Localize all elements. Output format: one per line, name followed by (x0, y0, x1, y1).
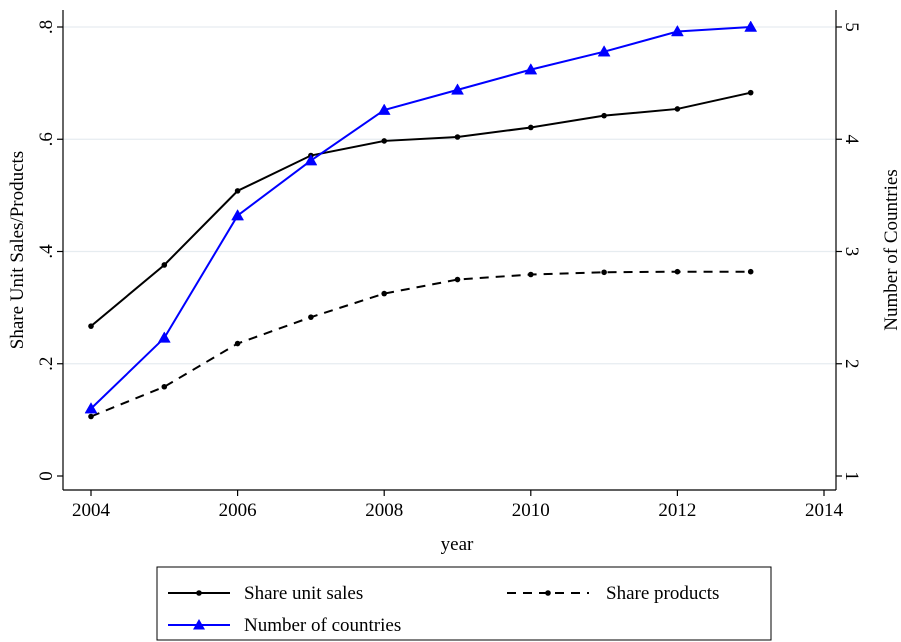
data-point (454, 276, 461, 283)
y-right-tick-label: 5 (841, 22, 862, 32)
data-point (88, 323, 94, 329)
legend-box (156, 566, 772, 641)
y-left-tick-label: .8 (36, 20, 57, 34)
y-right-tick-label: 4 (841, 135, 862, 145)
x-tick-label: 2004 (72, 500, 111, 521)
x-axis-title: year (441, 534, 474, 555)
data-point (161, 262, 168, 268)
data-point (747, 268, 754, 275)
data-point (161, 383, 168, 390)
data-point-triangle (157, 331, 171, 343)
data-point-triangle (84, 402, 98, 414)
y-right-tick-label: 3 (841, 247, 862, 257)
data-point (674, 106, 681, 112)
data-point (674, 268, 681, 275)
data-point (88, 413, 94, 420)
data-point (381, 138, 388, 144)
data-point (528, 271, 534, 278)
data-point (381, 290, 388, 297)
data-point (308, 314, 314, 320)
data-point-triangle (304, 154, 318, 166)
legend-marker-dot (196, 590, 202, 596)
data-point-triangle (597, 45, 611, 57)
data-point-triangle (670, 24, 684, 37)
data-point (747, 89, 754, 96)
y-right-tick-label: 1 (841, 471, 862, 481)
data-point (234, 340, 241, 347)
data-series (84, 20, 758, 420)
series-line (90, 91, 751, 327)
series-line (90, 270, 751, 418)
data-point-triangle (524, 63, 538, 75)
legend-label: Share products (606, 583, 719, 604)
data-point (601, 269, 607, 276)
data-point-triangle (231, 209, 245, 221)
data-point (454, 134, 461, 140)
data-point (528, 124, 534, 131)
x-tick-label: 2010 (512, 500, 550, 521)
data-point (234, 188, 241, 194)
data-point-triangle (744, 20, 758, 32)
y-left-tick-label: .4 (36, 244, 57, 259)
x-tick-label: 2012 (658, 500, 696, 521)
legend-label: Share unit sales (244, 583, 363, 604)
series-line (90, 26, 751, 410)
y-left-tick-label: .2 (36, 357, 57, 371)
y-axis-left-title: Share Unit Sales/Products (7, 151, 28, 349)
y-left-tick-label: 0 (36, 471, 57, 481)
x-tick-label: 2014 (805, 500, 844, 521)
legend-label: Number of countries (244, 615, 401, 636)
legend-marker-dot (545, 590, 551, 596)
axes: 2004 2006 2008 2010 2012 2014 0 .2 .4 .6 .8 1 2 3 4 5 (36, 10, 862, 521)
x-tick-label: 2006 (219, 500, 257, 521)
data-point-triangle (451, 83, 464, 95)
gridlines (63, 26, 836, 365)
legend-marker-triangle (193, 619, 205, 630)
x-tick-label: 2008 (365, 500, 403, 521)
y-right-tick-label: 2 (841, 359, 862, 369)
data-point-triangle (377, 103, 391, 115)
legend: Share unit sales Share products Number of … (156, 566, 772, 641)
y-left-tick-label: .6 (36, 132, 57, 146)
data-point (601, 112, 607, 119)
y-axis-right-title: Number of Countries (881, 169, 901, 330)
